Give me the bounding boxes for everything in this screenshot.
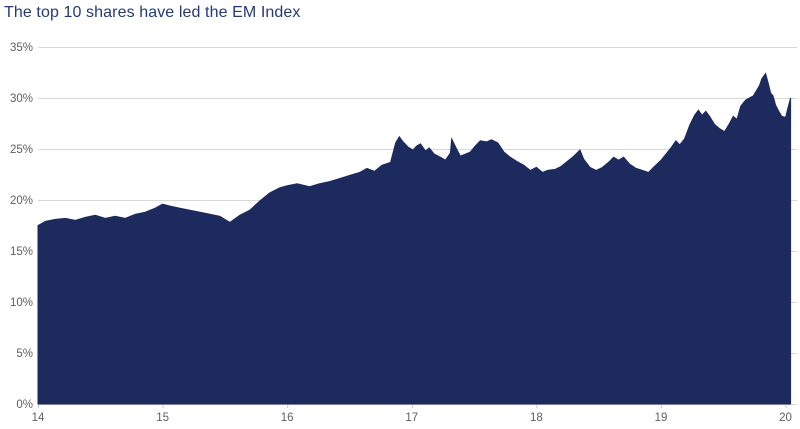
y-axis-labels: 0% 5% 10% 15% 20% 25% 30% 35% [10,42,33,411]
x-axis-label: 16 [281,412,294,424]
x-axis-label: 14 [32,412,45,424]
em-index-area-series [37,72,792,405]
page-title: The top 10 shares have led the EM Index [4,4,301,21]
y-axis-label: 20% [10,195,33,207]
y-axis-label: 5% [16,348,33,360]
y-axis-label: 30% [10,93,33,105]
y-axis-label: 10% [10,297,33,309]
x-axis-labels: 14 15 16 17 18 19 20 [32,412,792,424]
x-axis-ticks [38,405,787,408]
y-axis-label: 0% [16,399,33,411]
y-axis-label: 25% [10,144,33,156]
x-axis-label: 15 [156,412,169,424]
x-axis-label: 20 [779,412,792,424]
x-axis-label: 17 [405,412,418,424]
area-series-path [37,72,792,405]
y-axis-label: 15% [10,246,33,258]
y-axis-label: 35% [10,42,33,54]
x-axis-label: 19 [655,412,668,424]
x-axis-label: 18 [530,412,543,424]
